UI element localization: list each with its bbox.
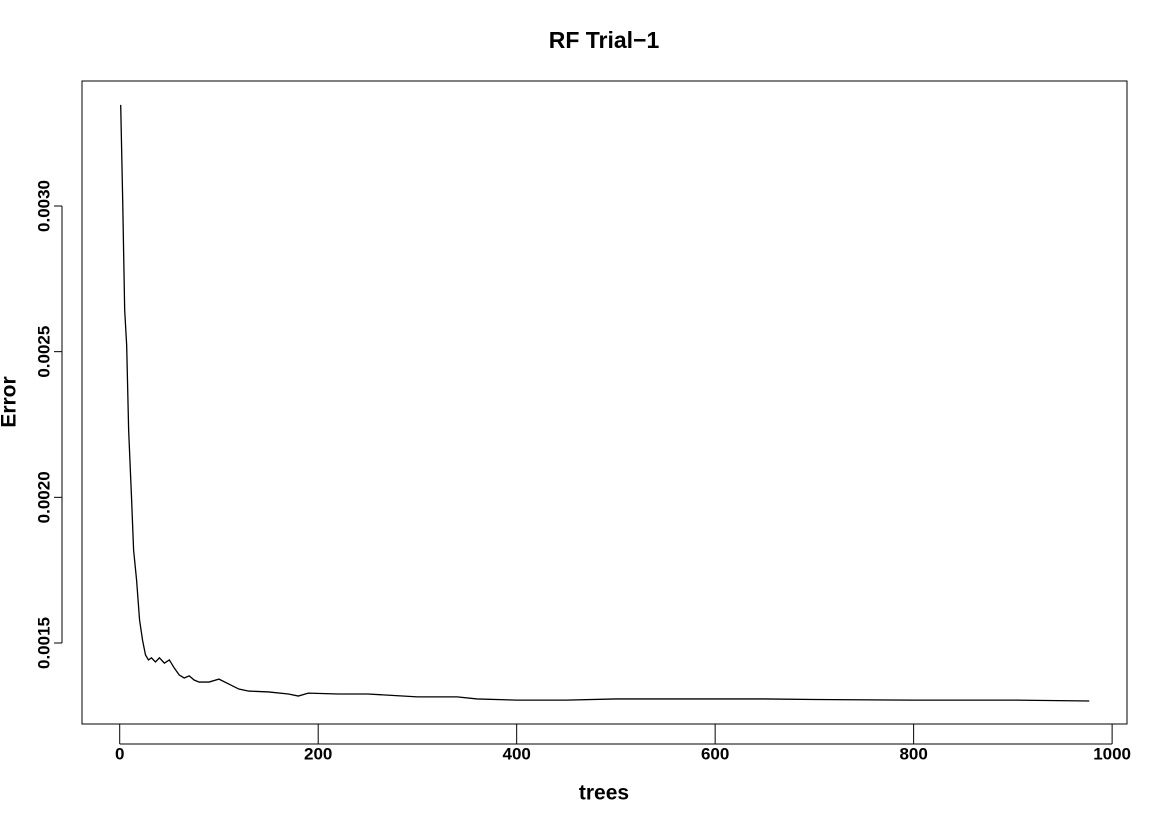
error-line (120, 104, 1090, 702)
y-tick-label: 0.0030 (34, 180, 53, 232)
chart-title: RF Trial−1 (549, 27, 660, 53)
x-tick-label: 400 (502, 744, 530, 763)
x-tick-label: 800 (899, 744, 927, 763)
plot-frame (81, 80, 1128, 725)
y-axis-label: Error (0, 376, 21, 427)
x-tick-label: 0 (115, 744, 124, 763)
x-tick-label: 200 (304, 744, 332, 763)
y-tick-label: 0.0025 (34, 326, 53, 378)
x-axis-label: trees (579, 782, 629, 805)
x-tick-label: 600 (701, 744, 729, 763)
x-tick-label: 1000 (1093, 744, 1131, 763)
y-tick-label: 0.0015 (34, 617, 53, 669)
y-tick-label: 0.0020 (34, 471, 53, 523)
